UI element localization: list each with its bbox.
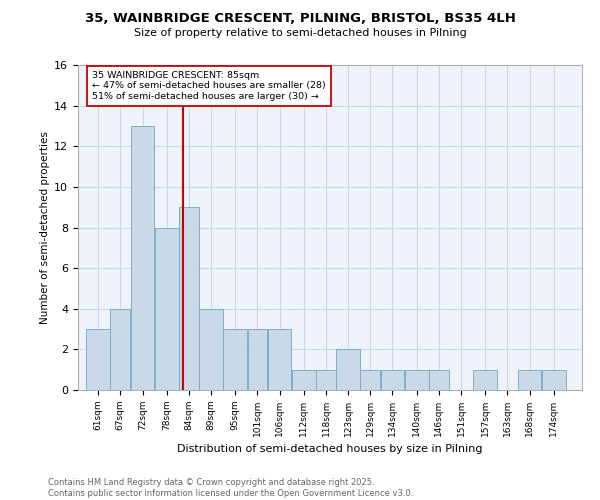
- Bar: [542, 370, 566, 390]
- Text: 35, WAINBRIDGE CRESCENT, PILNING, BRISTOL, BS35 4LH: 35, WAINBRIDGE CRESCENT, PILNING, BRISTO…: [85, 12, 515, 26]
- Bar: [131, 126, 154, 390]
- Bar: [268, 329, 292, 390]
- Text: Size of property relative to semi-detached houses in Pilning: Size of property relative to semi-detach…: [134, 28, 466, 38]
- Bar: [380, 370, 404, 390]
- Bar: [179, 207, 199, 390]
- Y-axis label: Number of semi-detached properties: Number of semi-detached properties: [40, 131, 50, 324]
- Bar: [336, 350, 360, 390]
- Bar: [110, 308, 130, 390]
- Bar: [86, 329, 110, 390]
- Bar: [405, 370, 428, 390]
- Bar: [518, 370, 541, 390]
- Bar: [248, 329, 268, 390]
- Bar: [473, 370, 497, 390]
- Bar: [429, 370, 449, 390]
- Text: 35 WAINBRIDGE CRESCENT: 85sqm
← 47% of semi-detached houses are smaller (28)
51%: 35 WAINBRIDGE CRESCENT: 85sqm ← 47% of s…: [92, 71, 326, 101]
- Bar: [223, 329, 247, 390]
- Text: Contains HM Land Registry data © Crown copyright and database right 2025.
Contai: Contains HM Land Registry data © Crown c…: [48, 478, 413, 498]
- Bar: [199, 308, 223, 390]
- X-axis label: Distribution of semi-detached houses by size in Pilning: Distribution of semi-detached houses by …: [177, 444, 483, 454]
- Bar: [361, 370, 380, 390]
- Bar: [155, 228, 179, 390]
- Bar: [292, 370, 316, 390]
- Bar: [316, 370, 336, 390]
